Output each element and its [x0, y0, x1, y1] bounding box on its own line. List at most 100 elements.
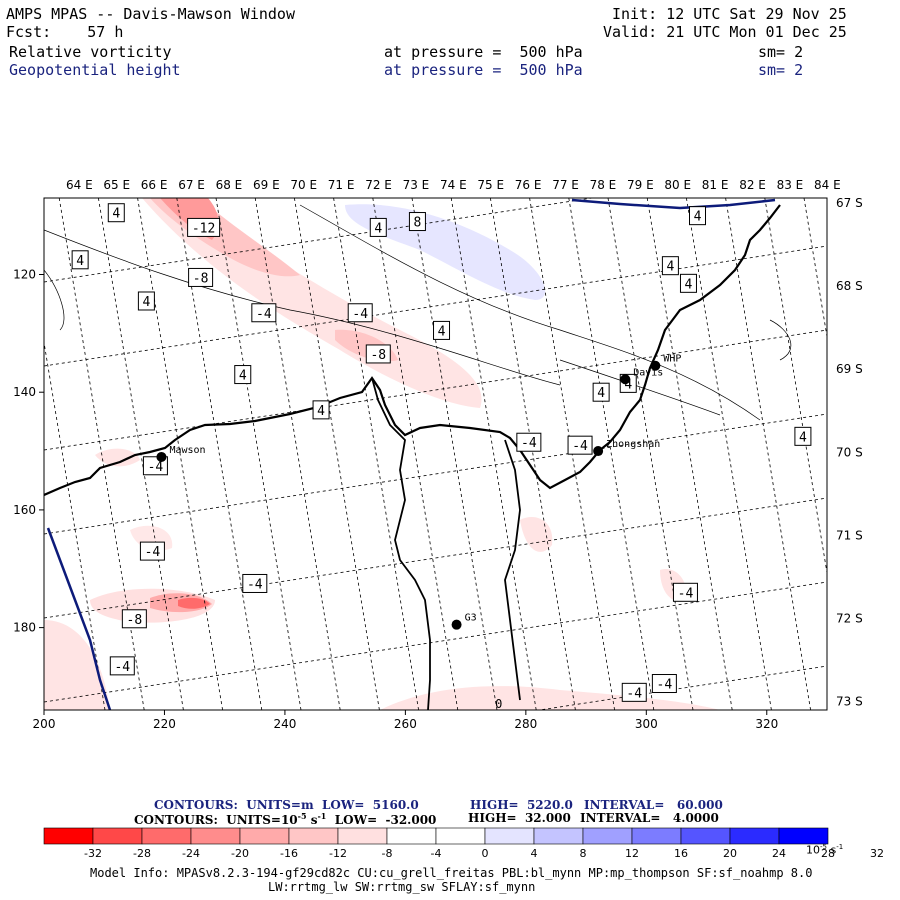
neg-vort-spot-5 — [380, 686, 720, 710]
parallel-line — [44, 329, 827, 451]
longitude-label: 68 E — [216, 178, 243, 192]
colorbar-tick-label: -8 — [382, 847, 393, 860]
colorbar-tick-label: -12 — [329, 847, 347, 860]
latitude-label: 71 S — [836, 528, 863, 542]
height-contour — [44, 229, 561, 386]
x-tick-label: 280 — [514, 717, 537, 731]
colorbar-tick-label: 0 — [482, 847, 489, 860]
meridian-line — [333, 198, 419, 710]
longitude-label: 67 E — [178, 178, 205, 192]
meridian-line — [294, 198, 380, 710]
longitude-label: 77 E — [552, 178, 579, 192]
x-tick-label: 220 — [153, 717, 176, 731]
height-label: 4 — [239, 369, 247, 384]
colorbar-tick-label: 28 — [821, 847, 835, 860]
vorticity-contours-info: CONTOURS: UNITS=10-5 s-1 LOW= -32.000 — [134, 811, 436, 827]
vorticity-label: -4 — [572, 439, 588, 454]
height-contour — [769, 319, 792, 361]
zero-label: 0 — [495, 697, 502, 711]
y-tick-label: 120 — [13, 268, 36, 282]
height-label-box — [107, 203, 125, 223]
vorticity-label: -4 — [114, 660, 130, 675]
longitude-label: 71 E — [328, 178, 355, 192]
latitude-label: 72 S — [836, 612, 863, 626]
vorticity-label: -4 — [256, 307, 272, 322]
height-label-box — [689, 206, 707, 226]
coastline — [44, 204, 781, 497]
colorbar-tick-label: -20 — [231, 847, 249, 860]
colorbar-ticks: -32 -28 -24 -20 -16 -12 -8 -4 0 4 8 12 16 20 24 28 32 — [84, 847, 884, 860]
meridian-line — [137, 198, 223, 710]
x-tick-label: 300 — [635, 717, 658, 731]
longitude-label: 72 E — [365, 178, 392, 192]
field1-name: Relative vorticity — [9, 43, 172, 61]
inland-boundary — [371, 377, 431, 710]
vorticity-label-box — [365, 344, 391, 364]
vorticity-label: -4 — [521, 436, 537, 451]
height-label-box — [433, 320, 451, 340]
station-marker — [650, 360, 661, 371]
sea-ice-edge — [571, 198, 776, 210]
longitude-label: 64 E — [66, 178, 93, 192]
vorticity-label: -12 — [192, 221, 215, 236]
latitude-label: 69 S — [836, 362, 863, 376]
vorticity-label: -4 — [148, 460, 164, 475]
height-label-box — [312, 400, 330, 420]
meridian-line — [372, 198, 459, 710]
vorticity-label: -4 — [678, 586, 694, 601]
colorbar-swatch — [190, 827, 241, 845]
colorbar-units-exp: -5 — [820, 843, 827, 851]
vorticity-units-exp: -5 — [297, 811, 307, 821]
meridian-line — [411, 198, 498, 710]
vorticity-label: -4 — [657, 678, 673, 693]
colorbar-swatch — [729, 827, 780, 845]
height-label: 4 — [597, 386, 605, 401]
model-info-line1: Model Info: MPASv8.2.3-194-gf29cd82c CU:… — [90, 866, 813, 880]
latitude-label: 68 S — [836, 279, 863, 293]
height-label: 4 — [666, 260, 674, 275]
height-label: 4 — [112, 207, 120, 222]
height-label-box — [369, 217, 387, 237]
longitude-label: 74 E — [440, 178, 467, 192]
neg-vort-spot-8 — [520, 517, 553, 552]
latitude-labels: 67 S 68 S 69 S 70 S 71 S 72 S 73 S — [836, 196, 863, 709]
colorbar-swatch — [141, 827, 192, 845]
height-label-box — [679, 273, 697, 293]
height-label: 8 — [414, 216, 422, 231]
longitude-label: 78 E — [590, 178, 617, 192]
longitude-label: 66 E — [141, 178, 168, 192]
longitude-label: 83 E — [777, 178, 804, 192]
vorticity-units-rest: s — [306, 813, 318, 827]
colorbar-tick-label: 24 — [772, 847, 786, 860]
height-label-box — [794, 426, 812, 446]
height-contours — [44, 204, 792, 421]
colorbar-swatch — [533, 827, 584, 845]
vorticity-high: HIGH= 32.000 — [468, 811, 571, 825]
meridian-line — [646, 198, 733, 710]
y-tick-label: 180 — [13, 621, 36, 635]
neg-vort-spot-6 — [95, 448, 140, 467]
parallel-line — [44, 198, 595, 283]
colorbar-swatch — [680, 827, 731, 845]
vorticity-label: -8 — [370, 348, 386, 363]
station-label: G3 — [465, 613, 477, 624]
colorbar-tick-label: 8 — [580, 847, 587, 860]
forecast-hour: Fcst: 57 h — [6, 23, 124, 41]
longitude-label: 70 E — [290, 178, 317, 192]
colorbar-tick-label: 32 — [870, 847, 884, 860]
longitude-label: 75 E — [477, 178, 504, 192]
y-axis: 120 140 160 180 — [13, 268, 44, 635]
colorbar-tick-label: 16 — [674, 847, 688, 860]
height-label-box — [592, 382, 610, 402]
colorbar-swatch — [43, 827, 94, 845]
colorbar-units: 10-5 s-1 — [806, 843, 843, 857]
height-label: 4 — [685, 277, 693, 292]
height-high: HIGH= 5220.0 — [470, 798, 573, 812]
longitude-label: 69 E — [253, 178, 280, 192]
height-label: 4 — [317, 404, 325, 419]
x-tick-label: 200 — [33, 717, 56, 731]
station-marker — [620, 374, 631, 385]
